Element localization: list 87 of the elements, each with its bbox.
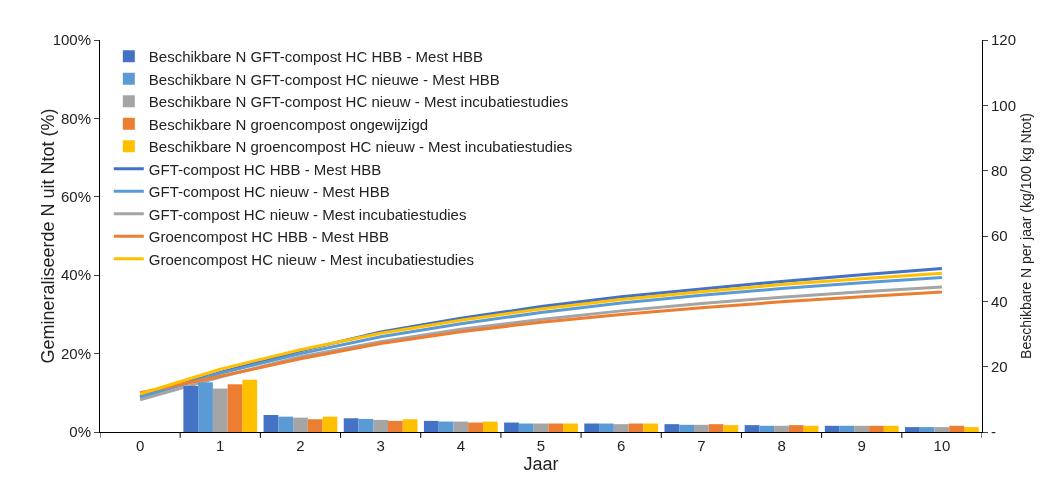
y2-tick-label: 60 — [991, 227, 1008, 245]
legend-label: Beschikbare N groencompost HC nieuw - Mest incubatiestudies — [148, 138, 573, 156]
bar — [278, 416, 294, 432]
bar — [423, 420, 439, 432]
x-tick-label: 2 — [296, 437, 305, 454]
y2-axis-title: Beschikbare N per jaar (kg/100 kg Ntot) — [1018, 113, 1035, 359]
bar — [905, 427, 920, 432]
bar — [774, 425, 789, 432]
x-tick-label: 3 — [376, 437, 385, 454]
y-tick-label: 40% — [60, 266, 91, 284]
bar — [322, 416, 338, 432]
bar — [548, 423, 564, 432]
bar — [227, 384, 243, 432]
y-tick-label: 100% — [52, 31, 91, 49]
bar — [628, 423, 644, 432]
x-tick-label: 8 — [777, 437, 786, 454]
bar — [613, 424, 629, 432]
bar — [438, 421, 454, 432]
y2-tick-label: 20 — [991, 357, 1008, 375]
bar — [643, 423, 659, 432]
bar — [919, 427, 935, 432]
y2-tick-label: 100 — [991, 96, 1017, 114]
y2-tick-label: 80 — [991, 161, 1008, 179]
bar — [307, 419, 323, 432]
legend-label: GFT-compost HC nieuw - Mest incubatiestudies — [148, 205, 467, 223]
legend-label: Groencompost HC nieuw - Mest incubatiestudies — [148, 250, 474, 268]
bar — [373, 419, 389, 432]
bar — [964, 427, 979, 432]
legend-label: GFT-compost HC HBB - Mest HBB — [148, 160, 382, 178]
bar — [824, 425, 840, 432]
bar — [482, 421, 498, 432]
bar — [759, 425, 775, 432]
bar — [679, 424, 694, 432]
bar — [198, 382, 213, 432]
bar — [788, 425, 804, 432]
bar — [388, 420, 403, 432]
bar — [744, 425, 760, 432]
legend-label: Groencompost HC HBB - Mest HBB — [148, 228, 389, 246]
x-tick-label: 9 — [857, 437, 866, 454]
bar — [263, 415, 279, 432]
y2-tick-label: - — [991, 423, 996, 441]
bar — [343, 418, 359, 432]
bar — [518, 423, 534, 432]
bar — [533, 423, 549, 432]
y-axis-title: Gemineraliseerde N uit Ntot (%) — [38, 108, 58, 364]
x-tick-label: 7 — [697, 437, 706, 454]
x-tick-label: 10 — [933, 437, 951, 454]
bar — [883, 425, 899, 432]
bar — [468, 422, 483, 432]
legend-label: Beschikbare N groencompost ongewijzigd — [148, 115, 429, 133]
x-tick-label: 6 — [617, 437, 626, 454]
x-tick-label: 5 — [536, 437, 546, 454]
bar — [949, 425, 965, 432]
y-tick-label: 0% — [69, 423, 91, 441]
x-tick-label: 4 — [456, 437, 465, 454]
bar — [183, 385, 199, 432]
x-tick-label: 0 — [135, 437, 145, 454]
legend-label: Beschikbare N GFT-compost HC HBB - Mest HBB — [148, 48, 484, 66]
y-tick-label: 80% — [60, 109, 91, 127]
bar — [723, 425, 739, 432]
bar — [839, 425, 855, 432]
bar — [504, 422, 519, 432]
bar — [934, 427, 950, 432]
bar — [293, 417, 308, 432]
bar — [358, 418, 374, 432]
bar — [453, 421, 469, 432]
bar — [708, 424, 724, 432]
bar — [869, 425, 884, 432]
bar — [402, 419, 418, 432]
y-tick-label: 20% — [60, 344, 91, 362]
bar — [242, 379, 258, 432]
bar — [803, 425, 819, 432]
bar — [854, 425, 870, 432]
legend-label: Beschikbare N GFT-compost HC nieuw - Mest incubatiestudies — [148, 93, 569, 111]
legend-label: Beschikbare N GFT-compost HC nieuwe - Mest HBB — [148, 70, 500, 88]
bar — [664, 424, 680, 432]
bar — [584, 423, 600, 432]
bar — [212, 388, 228, 432]
bar — [693, 424, 709, 432]
y2-tick-label: 120 — [991, 31, 1017, 49]
bar — [599, 423, 614, 432]
y2-tick-label: 40 — [991, 292, 1008, 310]
bar — [563, 423, 578, 432]
legend-label: GFT-compost HC nieuw - Mest HBB — [148, 183, 390, 201]
x-tick-label: 1 — [216, 437, 225, 454]
y-tick-label: 60% — [60, 188, 91, 206]
x-axis-title: Jaar — [523, 454, 559, 474]
